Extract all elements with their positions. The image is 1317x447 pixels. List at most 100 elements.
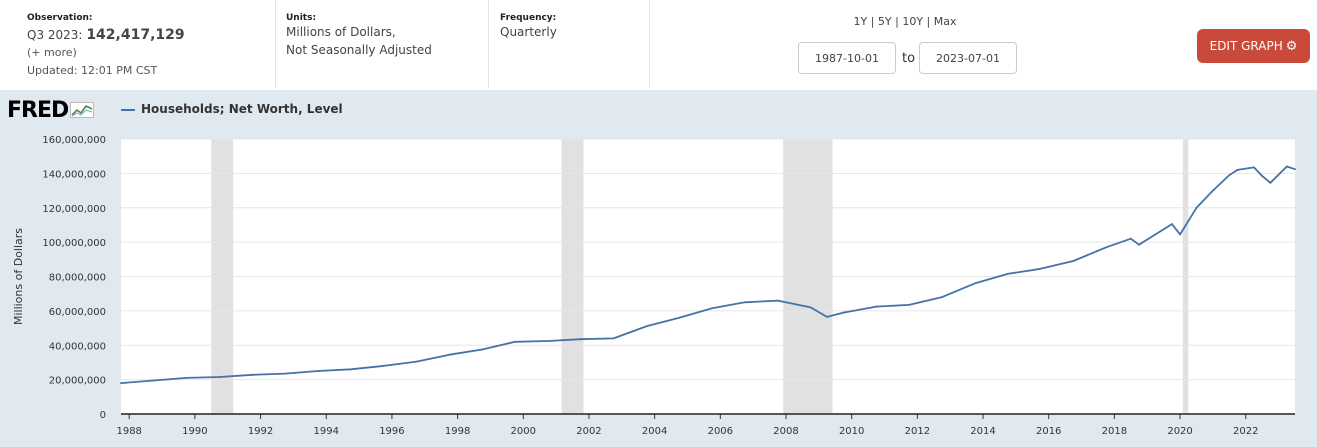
- series-point: [1285, 165, 1288, 168]
- header-bar: Observation: Q3 2023: 142,417,129 (+ mor…: [0, 0, 1317, 90]
- series-point: [120, 382, 122, 384]
- x-tick-label: 1988: [116, 426, 141, 437]
- x-tick-label: 1990: [182, 426, 207, 437]
- series-point: [809, 306, 812, 309]
- x-tick-label: 2022: [1233, 426, 1258, 437]
- legend-swatch: [121, 109, 135, 111]
- frequency-label: Frequency:: [500, 13, 557, 23]
- series-point: [448, 353, 451, 356]
- x-tick-label: 2012: [905, 426, 930, 437]
- range-max-link[interactable]: Max: [933, 15, 957, 28]
- x-tick-label: 2002: [576, 426, 601, 437]
- edit-graph-label: EDIT GRAPH: [1209, 39, 1283, 53]
- series-point: [152, 379, 155, 382]
- y-axis-title: Millions of Dollars: [12, 228, 25, 325]
- legend-label: Households; Net Worth, Level: [141, 102, 343, 116]
- series-point: [1261, 175, 1264, 177]
- series-point: [1170, 223, 1173, 225]
- series-point: [1129, 237, 1132, 240]
- x-tick-label: 1994: [314, 426, 339, 437]
- edit-graph-button[interactable]: EDIT GRAPH ⚙: [1197, 29, 1310, 63]
- range-links: 1Y | 5Y | 10Y | Max: [853, 15, 957, 28]
- series-point: [1138, 243, 1140, 246]
- y-tick-label: 20,000,000: [49, 376, 106, 387]
- units-panel: Units: Millions of Dollars, Not Seasonal…: [277, 0, 489, 88]
- series-point: [514, 340, 516, 343]
- units-label: Units:: [286, 13, 317, 23]
- series-point: [875, 305, 878, 308]
- more-link[interactable]: (+ more): [27, 46, 77, 59]
- gear-icon: ⚙: [1285, 39, 1298, 54]
- series-point: [842, 311, 845, 314]
- series-point: [1253, 166, 1255, 169]
- x-tick-label: 1998: [445, 426, 470, 437]
- y-tick-label: 40,000,000: [49, 341, 106, 352]
- series-point: [382, 364, 385, 367]
- fred-logo-chart-icon: [70, 102, 95, 118]
- observation-period: Q3 2023:: [27, 28, 83, 42]
- x-tick-label: 2000: [511, 426, 536, 437]
- series-point: [1179, 233, 1181, 236]
- units-line2: Not Seasonally Adjusted: [286, 43, 432, 57]
- y-tick-label: 120,000,000: [42, 204, 106, 215]
- series-point: [317, 370, 319, 372]
- fred-logo: FRED: [7, 98, 95, 123]
- x-tick-label: 2018: [1102, 426, 1127, 437]
- series-point: [711, 307, 714, 310]
- date-from-input[interactable]: 1987-10-01: [798, 42, 896, 74]
- y-tick-label: 140,000,000: [42, 169, 106, 180]
- series-point: [1212, 189, 1214, 192]
- y-tick-label: 60,000,000: [49, 307, 106, 318]
- x-tick-label: 2014: [970, 426, 995, 437]
- range-5y-link[interactable]: 5Y: [877, 15, 892, 28]
- series-point: [941, 296, 943, 299]
- units-line1: Millions of Dollars,: [286, 25, 396, 39]
- frequency-value: Quarterly: [500, 25, 557, 39]
- x-tick-label: 2020: [1167, 426, 1192, 437]
- x-tick-label: 2008: [773, 426, 798, 437]
- observation-value: 142,417,129: [86, 27, 185, 43]
- series-point: [973, 282, 976, 285]
- series-point: [547, 340, 549, 342]
- series-point: [251, 373, 254, 376]
- x-tick-label: 2006: [708, 426, 733, 437]
- series-point: [612, 337, 615, 340]
- series-point: [185, 377, 188, 379]
- date-to-input[interactable]: 2023-07-01: [919, 42, 1017, 74]
- series-point: [1236, 169, 1239, 171]
- x-tick-label: 1992: [248, 426, 273, 437]
- series-point: [1269, 181, 1272, 184]
- series-point: [678, 316, 681, 319]
- series-point: [1039, 267, 1042, 270]
- y-tick-label: 100,000,000: [42, 238, 106, 249]
- series-point: [744, 301, 746, 304]
- x-tick-label: 2010: [839, 426, 864, 437]
- series-point: [481, 348, 484, 351]
- frequency-panel: Frequency: Quarterly: [490, 0, 650, 88]
- series-point: [908, 303, 911, 306]
- y-tick-label: 160,000,000: [42, 135, 106, 146]
- y-tick-label: 80,000,000: [49, 273, 106, 284]
- series-point: [1294, 168, 1296, 171]
- x-tick-label: 1996: [379, 426, 404, 437]
- range-10y-link[interactable]: 10Y: [902, 15, 924, 28]
- series-point: [826, 315, 828, 318]
- to-label: to: [902, 51, 916, 66]
- series-point: [415, 360, 418, 363]
- series-point: [645, 325, 648, 328]
- range-1y-link[interactable]: 1Y: [853, 15, 868, 28]
- series-point: [1195, 206, 1198, 209]
- series-point: [1228, 174, 1231, 176]
- y-tick-label: 0: [100, 410, 106, 421]
- series-point: [776, 299, 779, 302]
- series-point: [1105, 246, 1108, 249]
- observation-panel: Observation: Q3 2023: 142,417,129 (+ mor…: [0, 0, 276, 88]
- x-tick-label: 2004: [642, 426, 667, 437]
- series-point: [349, 368, 352, 371]
- observation-label: Observation:: [27, 13, 93, 23]
- series-point: [579, 338, 582, 341]
- updated-time: Updated: 12:01 PM CST: [27, 64, 158, 77]
- series-point: [284, 372, 287, 375]
- series-point: [218, 376, 221, 378]
